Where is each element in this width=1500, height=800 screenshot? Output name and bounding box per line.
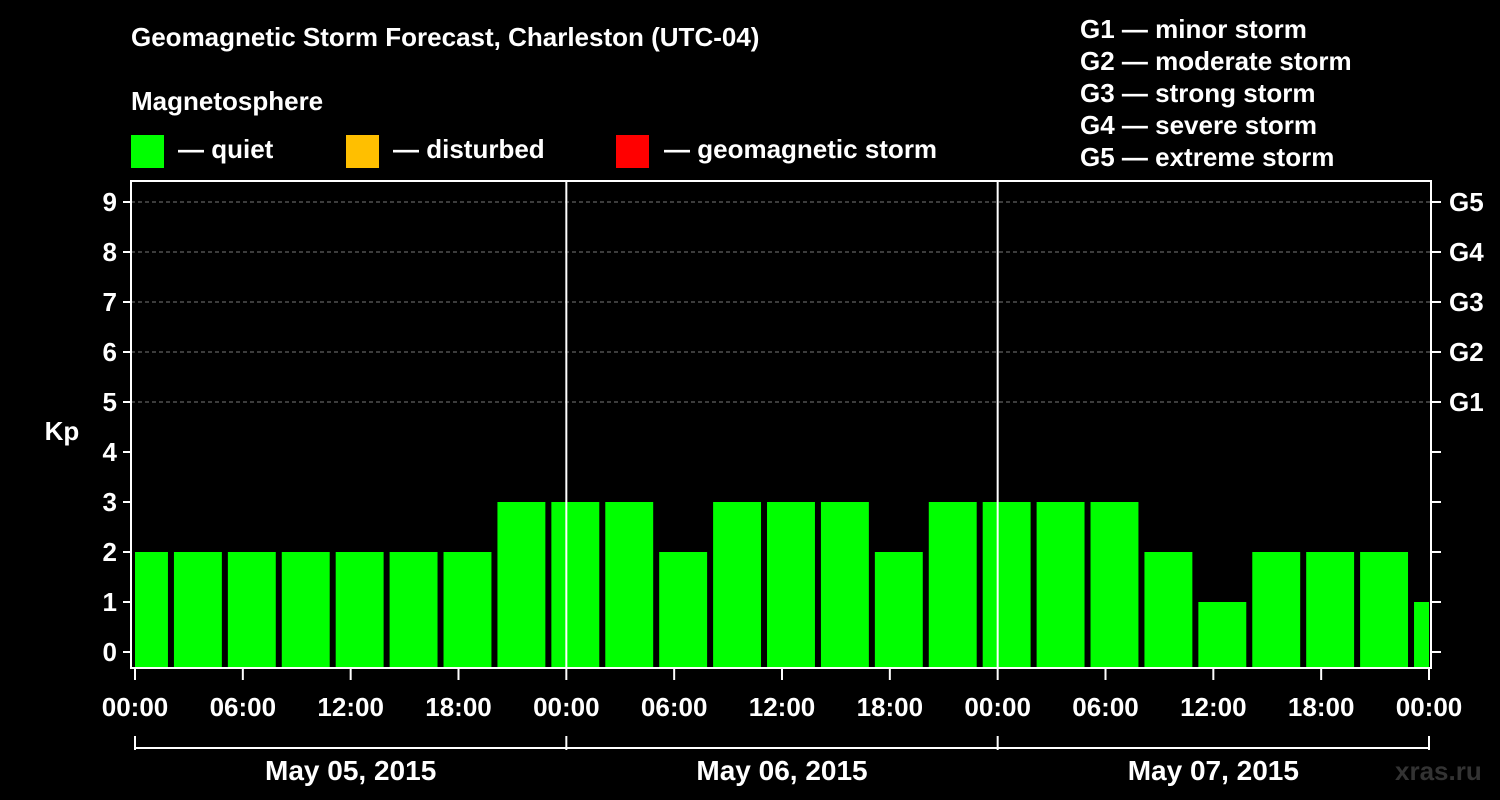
y-tick-label: 2 [103, 537, 117, 567]
kp-bar-0 [135, 552, 168, 668]
kp-bar-7 [497, 502, 545, 668]
kp-bar-13 [821, 502, 869, 668]
watermark: xras.ru [1395, 756, 1482, 787]
x-tick-label: 06:00 [210, 692, 277, 722]
kp-bar-10 [659, 552, 707, 668]
kp-bar-9 [605, 502, 653, 668]
y-axis-title: Kp [45, 416, 80, 446]
x-tick-label: 12:00 [317, 692, 384, 722]
kp-bar-8 [551, 502, 599, 668]
y-tick-label: 3 [103, 487, 117, 517]
kp-bar-19 [1144, 552, 1192, 668]
x-tick-label: 00:00 [102, 692, 169, 722]
kp-bar-22 [1306, 552, 1354, 668]
kp-bar-24 [1414, 602, 1429, 668]
x-tick-label: 06:00 [641, 692, 708, 722]
right-axis-label-g2: G2 [1449, 337, 1484, 367]
kp-bar-1 [174, 552, 222, 668]
kp-bar-6 [444, 552, 492, 668]
kp-bar-18 [1091, 502, 1139, 668]
y-tick-label: 1 [103, 587, 117, 617]
day-label: May 05, 2015 [265, 755, 436, 786]
right-axis-label-g1: G1 [1449, 387, 1484, 417]
kp-bar-11 [713, 502, 761, 668]
kp-bar-21 [1252, 552, 1300, 668]
kp-bar-14 [875, 552, 923, 668]
kp-bar-12 [767, 502, 815, 668]
kp-bar-5 [390, 552, 438, 668]
x-tick-label: 06:00 [1072, 692, 1139, 722]
y-tick-label: 7 [103, 287, 117, 317]
x-tick-label: 18:00 [425, 692, 492, 722]
kp-bar-15 [929, 502, 977, 668]
right-axis-label-g4: G4 [1449, 237, 1484, 267]
y-tick-label: 6 [103, 337, 117, 367]
day-label: May 07, 2015 [1128, 755, 1299, 786]
x-tick-label: 00:00 [964, 692, 1031, 722]
y-tick-label: 5 [103, 387, 117, 417]
x-tick-label: 00:00 [533, 692, 600, 722]
x-tick-label: 12:00 [749, 692, 816, 722]
kp-bar-17 [1037, 502, 1085, 668]
kp-bar-23 [1360, 552, 1408, 668]
x-tick-label: 00:00 [1396, 692, 1463, 722]
kp-bar-16 [983, 502, 1031, 668]
y-tick-label: 9 [103, 187, 117, 217]
kp-bar-3 [282, 552, 330, 668]
day-label: May 06, 2015 [696, 755, 867, 786]
kp-bar-2 [228, 552, 276, 668]
x-tick-label: 18:00 [857, 692, 924, 722]
y-tick-label: 0 [103, 637, 117, 667]
x-tick-label: 12:00 [1180, 692, 1247, 722]
y-tick-label: 4 [103, 437, 118, 467]
kp-bar-20 [1198, 602, 1246, 668]
right-axis-label-g3: G3 [1449, 287, 1484, 317]
kp-bar-4 [336, 552, 384, 668]
y-tick-label: 8 [103, 237, 117, 267]
right-axis-label-g5: G5 [1449, 187, 1484, 217]
x-tick-label: 18:00 [1288, 692, 1355, 722]
